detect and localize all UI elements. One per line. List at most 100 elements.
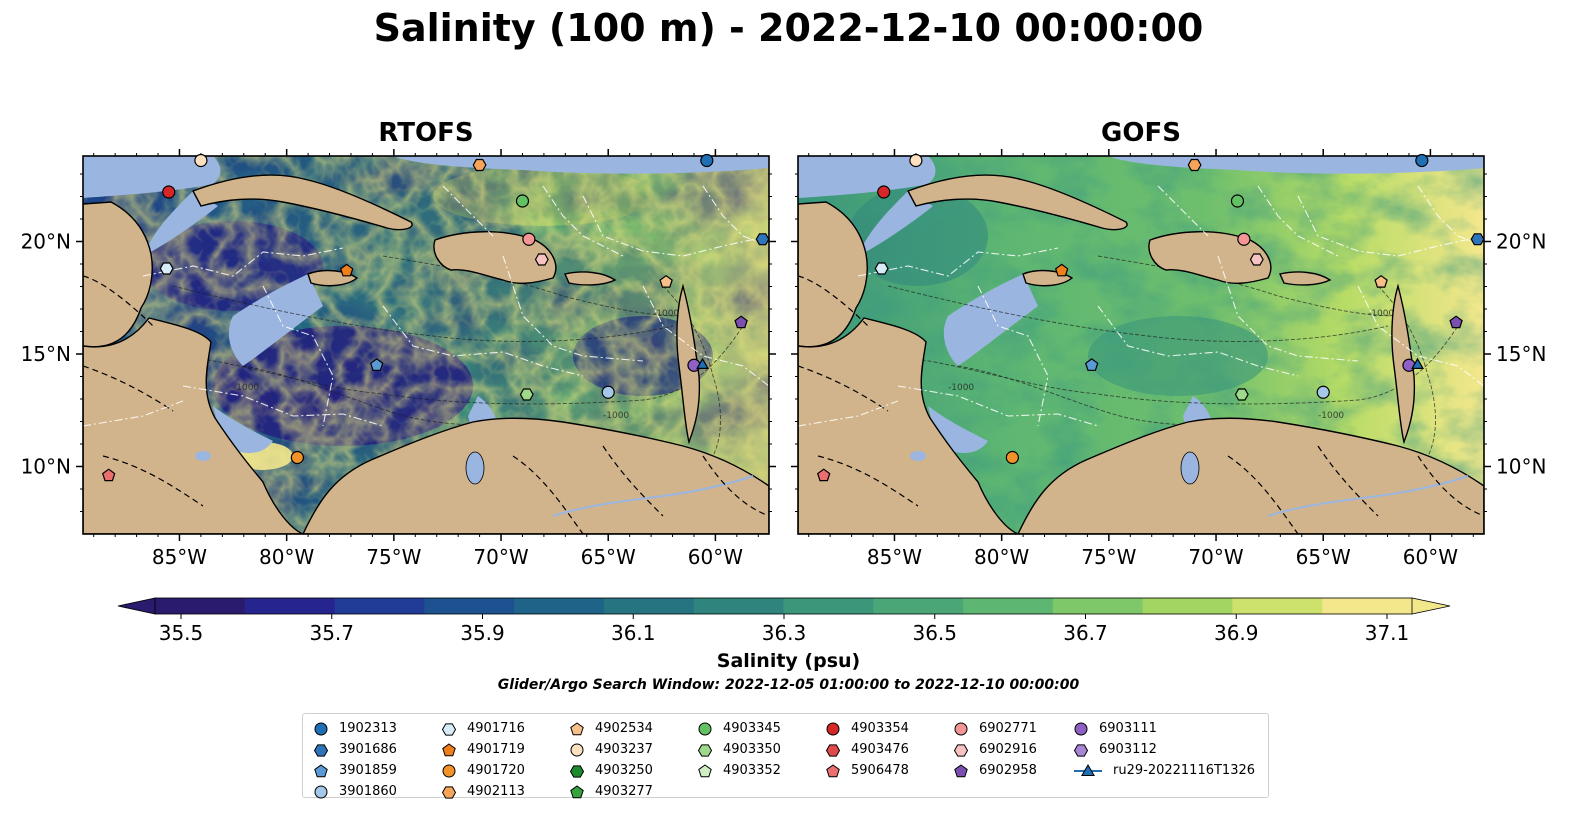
legend-label: 4903352: [723, 763, 781, 778]
legend-item: 4902113: [441, 781, 525, 802]
legend-marker-icon: [698, 763, 712, 777]
float-marker-3901686: [1470, 233, 1485, 246]
colorbar-tick-label: 36.9: [1214, 621, 1259, 645]
legend-label: 6902916: [979, 742, 1037, 757]
lon-tick-label: 70°W: [473, 545, 528, 569]
legend-label: 6902958: [979, 763, 1037, 778]
land-puertorico: [564, 271, 617, 286]
legend-label: 4901720: [467, 763, 525, 778]
legend-item: 4901719: [441, 739, 525, 760]
legend-marker-icon: [825, 743, 841, 757]
legend-marker-icon: [441, 785, 457, 799]
legend-marker-icon: [1074, 722, 1088, 735]
legend-marker-icon: [442, 742, 456, 756]
float-marker-4903345: [515, 194, 530, 208]
legend-marker-icon: [570, 784, 584, 798]
float-marker-6902916: [1249, 253, 1264, 266]
legend-item: 4903237: [569, 739, 653, 760]
colorbar-extend-min: [117, 597, 156, 615]
colorbar-tick-label: 36.5: [912, 621, 957, 645]
colorbar-segment: [1322, 598, 1413, 614]
svg-text:-1000: -1000: [948, 383, 974, 393]
lon-tick-label: 80°W: [974, 545, 1029, 569]
colorbar-segment: [514, 598, 605, 614]
float-marker-1902313: [700, 153, 714, 168]
panel-title-gofs: GOFS: [1101, 118, 1181, 148]
legend-item: 4903352: [697, 760, 781, 781]
legend-item: ru29-20221116T1326: [1073, 760, 1255, 781]
legend-label: 6903111: [1099, 721, 1157, 736]
float-marker-6902771: [1237, 232, 1251, 246]
land-yucatan: [798, 201, 868, 348]
float-marker-3901686: [755, 233, 770, 246]
legend-marker-icon: [698, 722, 712, 735]
legend-label: 6903112: [1099, 742, 1157, 757]
float-marker-1902313: [1415, 153, 1429, 168]
legend-label: 4903250: [595, 763, 653, 778]
lat-tick-label: 20°N: [1496, 230, 1546, 254]
legend-item: 5906478: [825, 760, 909, 781]
legend-marker-icon: [441, 722, 457, 736]
colorbar-tick-label: 35.5: [159, 621, 204, 645]
float-marker-4902534: [1374, 274, 1388, 288]
legend-column: 4903354 4903476 5906478: [825, 718, 909, 781]
lon-tick-label: 85°W: [152, 545, 207, 569]
colorbar-segment: [873, 598, 964, 614]
legend-marker-icon: [826, 722, 840, 735]
float-marker-4902113: [472, 158, 487, 172]
float-marker-5906478: [816, 468, 831, 482]
legend-label: 4901719: [467, 742, 525, 757]
float-marker-4902534: [659, 274, 673, 288]
float-marker-4903354: [877, 185, 891, 199]
lon-tick-label: 80°W: [259, 545, 314, 569]
legend-marker-icon: [569, 764, 585, 778]
panel-title-rtofs: RTOFS: [378, 118, 474, 148]
legend-label: 4903350: [723, 742, 781, 757]
float-marker-4903354: [162, 185, 176, 199]
land-southamerica: [1017, 417, 1484, 534]
colorbar-label: Salinity (psu): [716, 650, 861, 672]
colorbar-tick-label: 36.7: [1063, 621, 1108, 645]
legend-label: 4902534: [595, 721, 653, 736]
legend-item: 4903345: [697, 718, 781, 739]
colorbar-segment: [603, 598, 695, 614]
legend-column: 6902771 6902916 6902958: [953, 718, 1037, 781]
colorbar-tick-label: 36.3: [762, 621, 807, 645]
colorbar-segment: [424, 598, 515, 614]
land-southamerica: [302, 417, 769, 534]
float-marker-6903111: [1402, 358, 1416, 372]
legend-marker-icon: [954, 722, 968, 735]
legend-column: 1902313 3901686 3901859 3901860: [313, 718, 397, 802]
lon-tick-label: 70°W: [1188, 545, 1243, 569]
lon-tick-label: 65°W: [581, 545, 636, 569]
lon-tick-label: 60°W: [688, 545, 743, 569]
legend-item: 4903350: [697, 739, 781, 760]
float-marker-4901720: [290, 450, 304, 465]
colorbar-tick-label: 37.1: [1365, 621, 1410, 645]
legend-marker-icon: [570, 721, 584, 735]
legend-item: 3901686: [313, 739, 397, 760]
colorbar-segment: [783, 598, 874, 614]
legend-label: 6902771: [979, 721, 1037, 736]
svg-text:-1000: -1000: [1368, 309, 1394, 319]
float-marker-4902113: [1187, 158, 1202, 172]
colorbar-segment: [963, 598, 1054, 614]
colorbar-segment: [1052, 598, 1144, 614]
lon-tick-label: 75°W: [1081, 545, 1136, 569]
legend-marker-icon: [313, 743, 329, 757]
colorbar-segment: [1232, 598, 1323, 614]
legend-marker-icon: [314, 763, 328, 777]
legend-item: 4903277: [569, 781, 653, 802]
lat-tick-label: 15°N: [21, 342, 71, 366]
float-marker-4903237: [194, 153, 208, 168]
float-marker-4903350: [519, 388, 534, 401]
float-marker-ru29-20221116T1326: [696, 357, 710, 369]
land-cuba: [907, 174, 1128, 231]
float-marker-4901719: [1054, 263, 1069, 277]
float-legend: 1902313 3901686 3901859 3901860 4901716 49017…: [302, 713, 1269, 799]
svg-text:-1000: -1000: [653, 309, 679, 319]
colorbar-segment: [155, 598, 246, 614]
legend-marker-icon: [826, 763, 840, 777]
float-marker-6902958: [734, 315, 748, 329]
legend-marker-icon: [314, 785, 328, 798]
